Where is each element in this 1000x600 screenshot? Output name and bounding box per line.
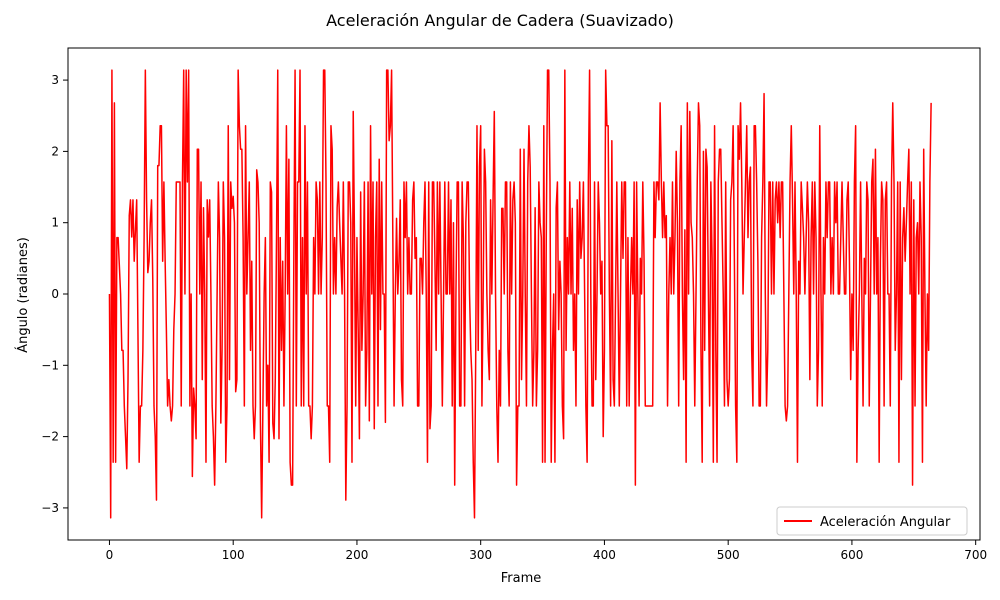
x-tick-label: 100 <box>222 548 245 562</box>
x-tick-label: 600 <box>840 548 863 562</box>
x-tick-label: 0 <box>106 548 114 562</box>
x-tick-label: 400 <box>593 548 616 562</box>
legend: Aceleración Angular <box>776 506 968 536</box>
y-tick-label: 3 <box>51 73 59 87</box>
y-tick-label: 1 <box>51 216 59 230</box>
series-line <box>108 69 932 519</box>
x-tick-label: 300 <box>469 548 492 562</box>
y-tick-label: −3 <box>41 501 59 515</box>
y-tick-label: −2 <box>41 430 59 444</box>
y-tick-label: 2 <box>51 144 59 158</box>
y-axis-label: Ángulo (radianes) <box>15 237 31 353</box>
x-axis: 0 100 200 300 400 500 600 700 <box>106 540 987 562</box>
legend-entry: Aceleración Angular <box>820 515 951 530</box>
chart-title: Aceleración Angular de Cadera (Suavizado… <box>326 11 674 30</box>
x-axis-label: Frame <box>501 571 542 586</box>
y-tick-label: −1 <box>41 358 59 372</box>
x-tick-label: 200 <box>345 548 368 562</box>
x-tick-label: 700 <box>964 548 987 562</box>
plot-area <box>67 47 981 541</box>
y-tick-label: 0 <box>51 287 59 301</box>
y-axis: −3 −2 −1 0 1 2 3 <box>41 73 68 515</box>
x-tick-label: 500 <box>717 548 740 562</box>
legend-box <box>776 506 968 536</box>
